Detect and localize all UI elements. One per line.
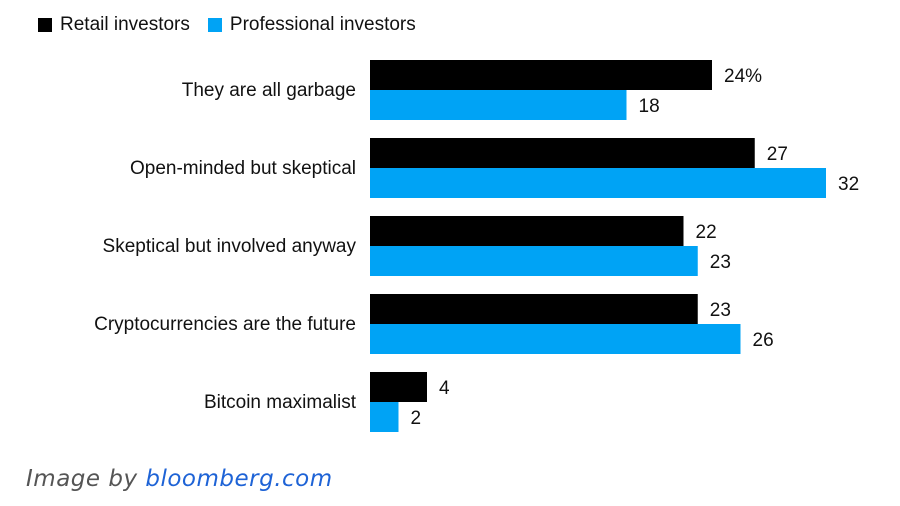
bar-professional-they-are-all-garbage <box>370 90 627 120</box>
category-label-cryptocurrencies-are-the-future: Cryptocurrencies are the future <box>94 314 356 335</box>
value-label-retail-skeptical-but-involved-anyway: 22 <box>696 222 717 243</box>
category-label-skeptical-but-involved-anyway: Skeptical but involved anyway <box>103 236 357 257</box>
bar-professional-cryptocurrencies-are-the-future <box>370 324 741 354</box>
value-label-professional-bitcoin-maximalist: 2 <box>411 408 422 429</box>
bar-professional-skeptical-but-involved-anyway <box>370 246 698 276</box>
legend-swatch-professional <box>207 18 222 32</box>
value-label-professional-open-minded-but-skeptical: 32 <box>838 174 859 195</box>
value-label-retail-cryptocurrencies-are-the-future: 23 <box>710 300 731 321</box>
image-credit: Image by bloomberg.com <box>26 466 333 492</box>
bar-professional-open-minded-but-skeptical <box>370 168 826 198</box>
legend-item-retail: Retail investors <box>38 14 190 36</box>
category-label-bitcoin-maximalist: Bitcoin maximalist <box>204 392 357 413</box>
credit-site: bloomberg.com <box>145 466 333 492</box>
bar-retail-skeptical-but-involved-anyway <box>370 216 684 246</box>
legend-label-retail: Retail investors <box>60 14 190 35</box>
value-label-professional-skeptical-but-involved-anyway: 23 <box>710 252 731 273</box>
category-label-they-are-all-garbage: They are all garbage <box>182 80 356 101</box>
legend-item-professional: Professional investors <box>207 14 416 36</box>
value-label-professional-they-are-all-garbage: 18 <box>639 96 660 117</box>
value-label-professional-cryptocurrencies-are-the-future: 26 <box>753 330 774 351</box>
bar-retail-open-minded-but-skeptical <box>370 138 755 168</box>
bar-professional-bitcoin-maximalist <box>370 402 399 432</box>
value-label-retail-open-minded-but-skeptical: 27 <box>767 144 788 165</box>
credit-prefix: Image by <box>26 466 138 492</box>
value-label-retail-they-are-all-garbage: 24% <box>724 66 762 87</box>
legend-label-professional: Professional investors <box>229 14 416 35</box>
bar-retail-bitcoin-maximalist <box>370 372 427 402</box>
bar-retail-they-are-all-garbage <box>370 60 712 90</box>
bar-retail-cryptocurrencies-are-the-future <box>370 294 698 324</box>
value-label-retail-bitcoin-maximalist: 4 <box>439 378 450 399</box>
legend-swatch-retail <box>38 18 52 32</box>
category-label-open-minded-but-skeptical: Open-minded but skeptical <box>130 158 356 179</box>
chart-legend: Retail investors Professional investors <box>38 14 434 36</box>
bar-chart: They are all garbage 24% 18 Open-minded but… <box>94 60 859 432</box>
